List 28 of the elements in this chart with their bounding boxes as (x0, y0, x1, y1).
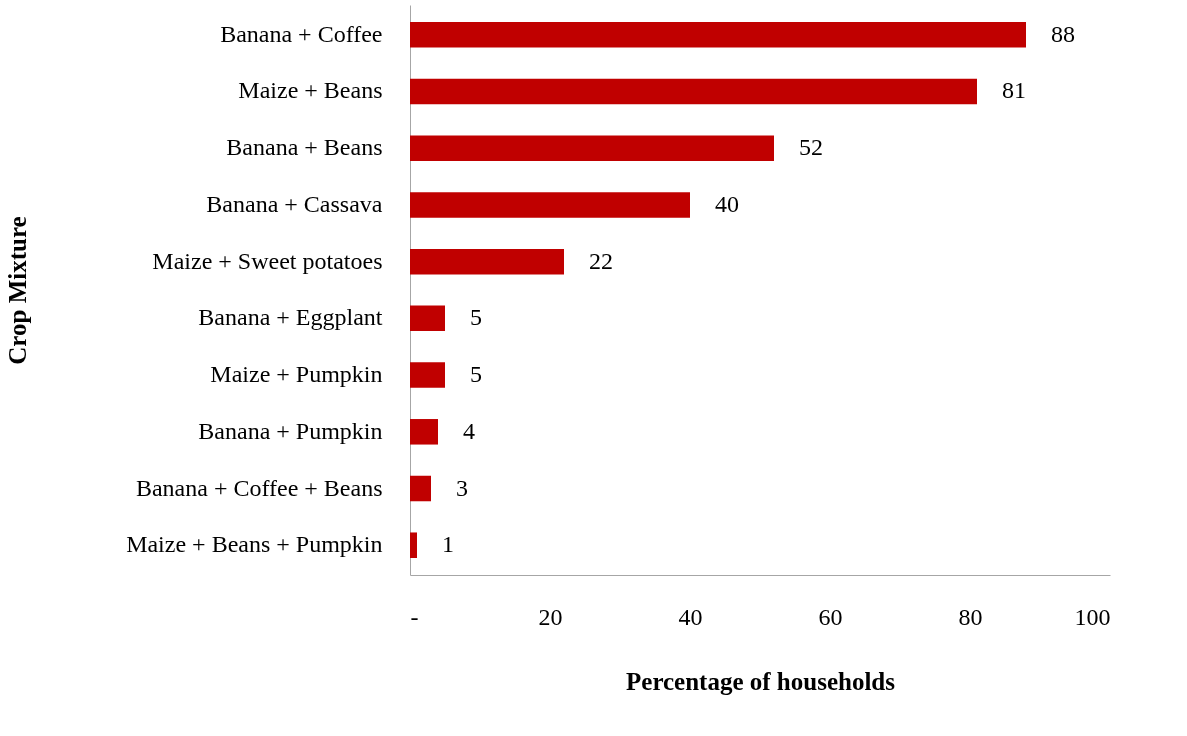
x-tick-label: 40 (678, 603, 703, 630)
x-tick-label: 20 (538, 603, 563, 630)
data-label: 1 (442, 531, 454, 558)
y-tick-label: Banana + Pumpkin (198, 417, 383, 444)
data-label: 52 (799, 134, 823, 161)
y-tick-label: Maize + Beans + Pumpkin (126, 531, 383, 558)
y-axis-title: Crop Mixture (3, 216, 31, 365)
data-label: 4 (463, 417, 475, 444)
data-label: 81 (1002, 77, 1026, 104)
y-tick-label: Maize + Beans (238, 77, 383, 104)
x-axis-title: Percentage of households (626, 667, 896, 695)
x-tick-label: 100 (1074, 603, 1111, 630)
y-tick-label: Banana + Beans (226, 134, 383, 161)
data-label: 40 (715, 190, 739, 217)
data-label: 5 (470, 361, 482, 388)
x-tick-label: - (410, 603, 419, 630)
y-tick-label: Banana + Coffee (220, 20, 383, 47)
y-tick-label: Maize + Sweet potatoes (152, 247, 383, 274)
data-label: 22 (589, 247, 613, 274)
y-tick-label: Banana + Coffee + Beans (135, 474, 383, 501)
x-tick-label: 80 (958, 603, 983, 630)
data-label: 88 (1051, 20, 1075, 47)
y-tick-label: Banana + Cassava (206, 190, 383, 217)
data-label: 3 (456, 474, 468, 501)
y-tick-label: Banana + Eggplant (198, 304, 383, 331)
y-tick-label: Maize + Pumpkin (210, 361, 383, 388)
data-label: 5 (470, 304, 482, 331)
x-tick-label: 60 (818, 603, 843, 630)
